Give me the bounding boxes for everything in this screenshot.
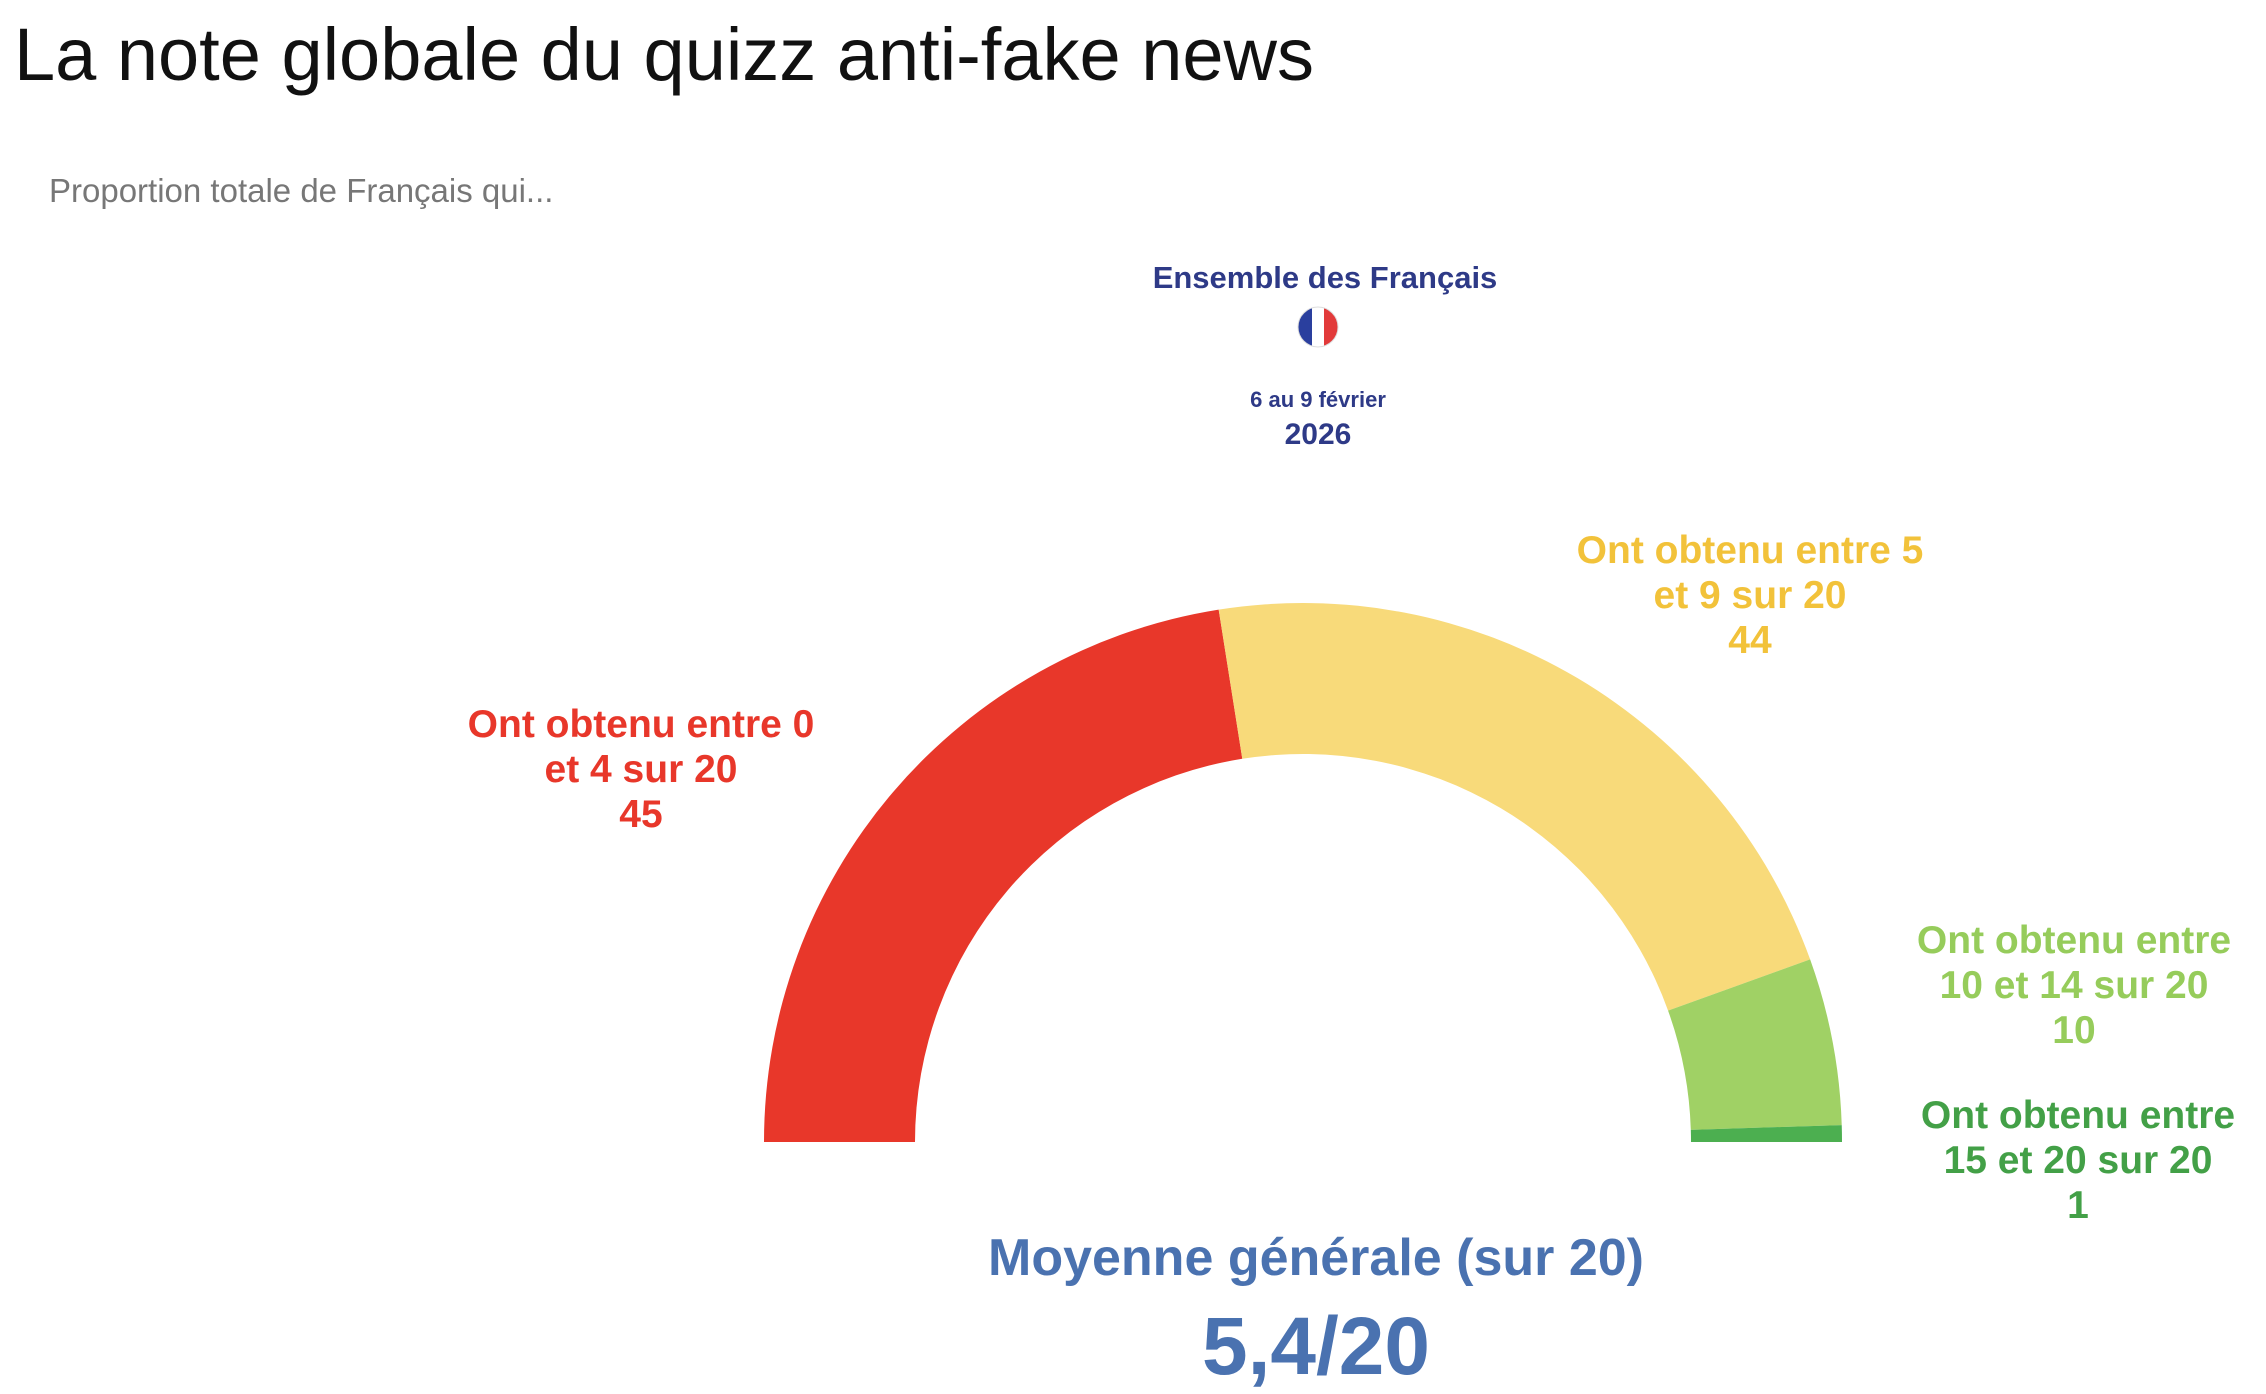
segment-name: Ont obtenu entre 5 et 9 sur 20 — [1576, 529, 1924, 617]
segment-label: Ont obtenu entre 5 et 9 sur 20 44 — [1564, 528, 1936, 663]
segment-label: Ont obtenu entre 15 et 20 sur 20 1 — [1908, 1093, 2248, 1228]
flag-icon — [1297, 306, 1339, 348]
segment-name: Ont obtenu entre 10 et 14 sur 20 — [1916, 919, 2232, 1007]
gauge-segment — [764, 609, 1243, 1142]
segment-value: 10 — [2052, 1009, 2096, 1052]
segment-value: 44 — [1728, 619, 1772, 662]
segment-value: 45 — [619, 793, 663, 836]
average-label: Moyenne générale (sur 20) — [988, 1229, 1644, 1287]
year-label: 2026 — [1284, 418, 1352, 451]
gauge-segment — [1668, 959, 1842, 1130]
segment-label: Ont obtenu entre 10 et 14 sur 20 10 — [1904, 918, 2244, 1053]
average-value: 5,4/20 — [1202, 1301, 1430, 1392]
segment-name: Ont obtenu entre 0 et 4 sur 20 — [467, 703, 815, 791]
segment-name: Ont obtenu entre 15 et 20 sur 20 — [1920, 1094, 2236, 1182]
segment-label: Ont obtenu entre 0 et 4 sur 20 45 — [455, 702, 827, 837]
segment-value: 1 — [2067, 1184, 2089, 1227]
gauge-segment — [1218, 603, 1811, 1011]
chart-subtitle: Proportion totale de Français qui... — [49, 172, 554, 209]
chart-title: La note globale du quizz anti-fake news — [14, 13, 1314, 96]
group-label: Ensemble des Français — [1152, 260, 1498, 295]
gauge-segment — [1690, 1125, 1842, 1142]
period-label: 6 au 9 février — [1250, 387, 1386, 412]
